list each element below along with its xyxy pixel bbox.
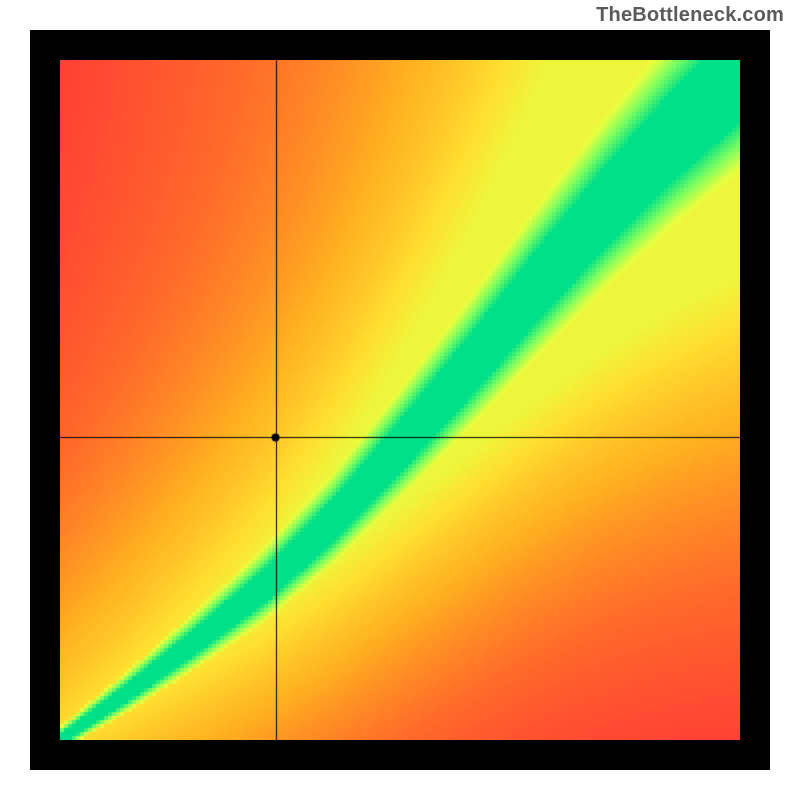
crosshair-overlay	[60, 60, 740, 740]
watermark-text: TheBottleneck.com	[596, 4, 784, 27]
chart-frame	[30, 30, 770, 770]
